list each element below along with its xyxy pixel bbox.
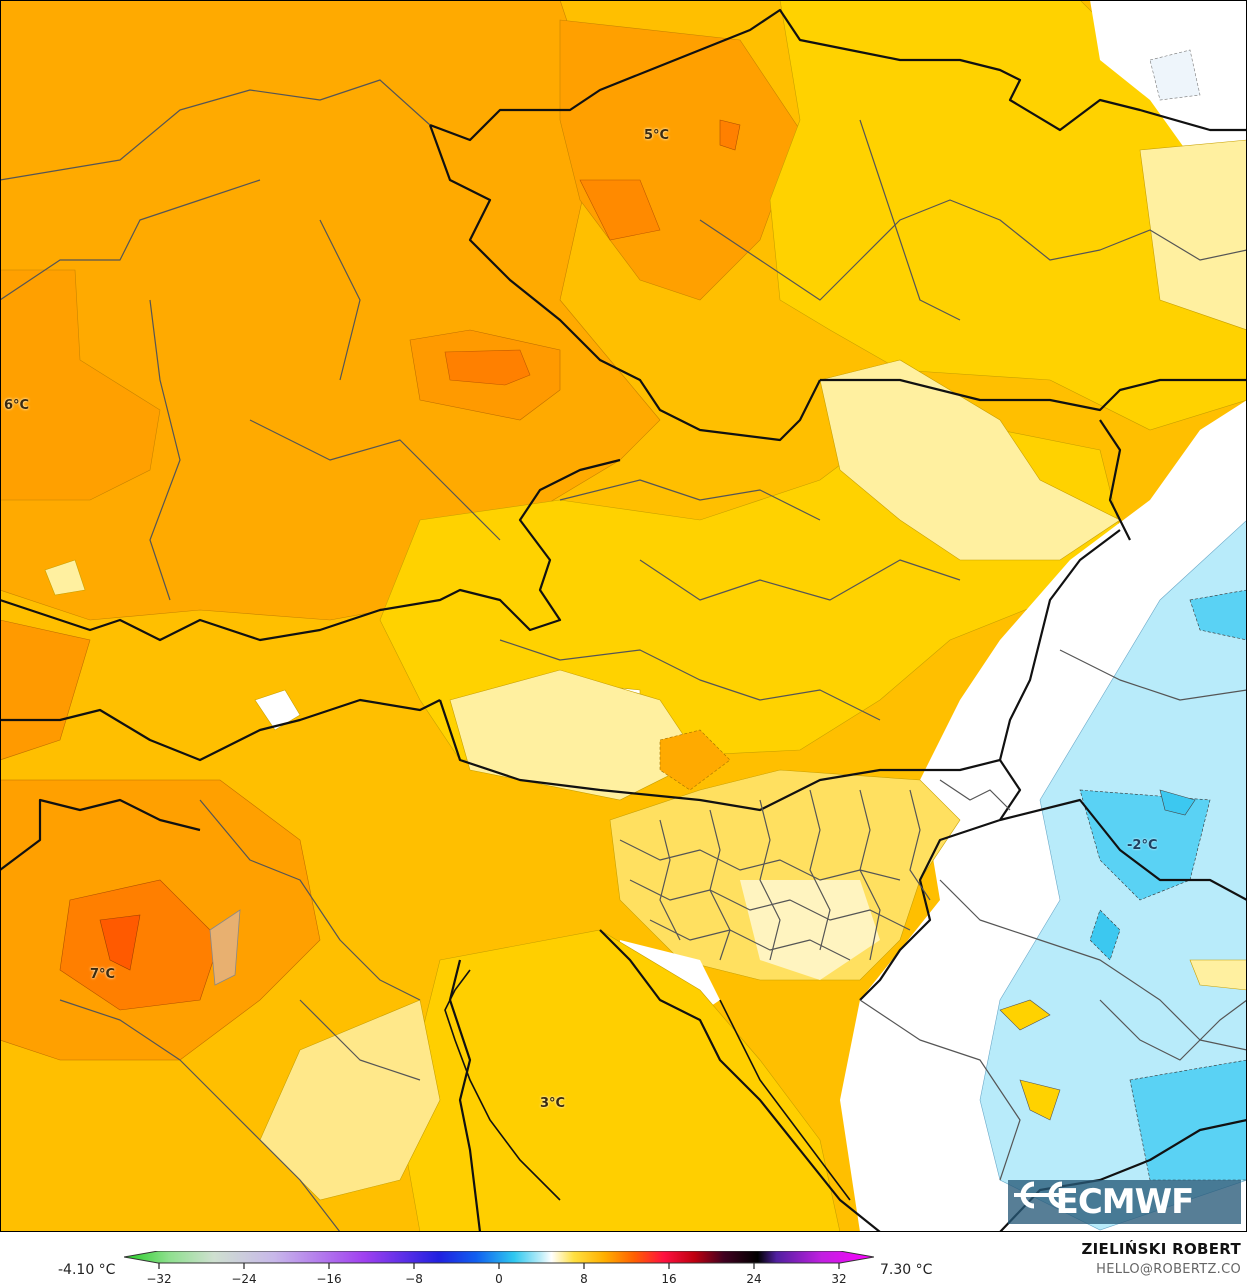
ecmwf-logo-icon (1014, 1181, 1063, 1209)
tick-label: 8 (580, 1272, 588, 1286)
annotation-3c: 3°C (540, 1096, 566, 1111)
temperature-map[interactable]: 5°C 6°C 7°C 3°C -2°C ECMWF (0, 0, 1247, 1232)
tick-label: −32 (146, 1272, 172, 1286)
tick-label: 24 (746, 1272, 762, 1286)
tick-label: −24 (231, 1272, 257, 1286)
ecmwf-logo-text: ECMWF (1055, 1182, 1195, 1222)
annotation-7c: 7°C (90, 967, 116, 982)
tick-label: 0 (495, 1272, 503, 1286)
region-borders (0, 79, 1247, 1232)
tick-label: −16 (316, 1272, 342, 1286)
tick-label: 16 (661, 1272, 677, 1286)
author-email: HELLO@ROBERTZ.CO (1096, 1262, 1241, 1277)
max-value-label: 7.30 °C (880, 1262, 933, 1278)
annotation-5c: 5°C (644, 128, 670, 143)
tick-label: −8 (405, 1272, 423, 1286)
legend-footer: -4.10 °C (0, 1232, 1247, 1287)
ecmwf-logo: ECMWF (1008, 1180, 1241, 1224)
colorbar (124, 1251, 874, 1269)
min-value-label: -4.10 °C (58, 1262, 116, 1278)
annotation-minus2c: -2°C (1127, 838, 1158, 853)
tick-label: 32 (831, 1272, 847, 1286)
annotation-6c: 6°C (4, 398, 30, 413)
country-borders (0, 8, 1247, 1232)
author-credit: ZIELIŃSKI ROBERT (1081, 1240, 1241, 1258)
contour-layer (0, 0, 1247, 1232)
